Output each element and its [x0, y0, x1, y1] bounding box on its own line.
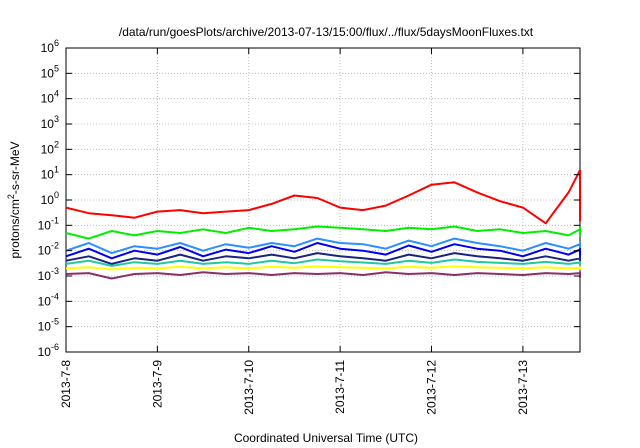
y-tick-label-base: 10 [38, 244, 52, 258]
y-tick-label-exponent: 1 [54, 165, 59, 175]
x-axis-ticks: 2013-7-8 2013-7-9 2013-7-10 2013-7-11 2013-7… [59, 48, 530, 415]
series-line-8 [65, 271, 581, 280]
x-tick-label: 2013-7-10 [242, 360, 256, 415]
series-line-2 [65, 225, 581, 240]
y-tick-label: 10-4 [38, 291, 59, 308]
x-axis-label: Coordinated Universal Time (UTC) [234, 431, 418, 445]
y-tick-label: 10-3 [38, 266, 59, 283]
y-tick-label-exponent: 5 [54, 63, 59, 73]
y-tick-label: 103 [41, 114, 59, 131]
y-tick-label-base: 10 [38, 320, 52, 334]
y-tick-label-exponent: 0 [54, 190, 59, 200]
y-axis-label-prefix: protons/cm [8, 199, 22, 258]
y-tick-label: 102 [41, 139, 59, 156]
y-tick-label: 10-5 [38, 317, 59, 334]
y-tick-label-base: 10 [38, 345, 52, 359]
y-tick-label-exponent: 4 [54, 89, 59, 99]
y-tick-label-base: 10 [41, 92, 55, 106]
y-tick-label-exponent: 6 [54, 38, 59, 48]
y-tick-label-exponent: -2 [51, 241, 59, 251]
series-line-7 [65, 265, 581, 271]
series-line-6 [65, 258, 581, 267]
y-tick-label-exponent: 2 [54, 139, 59, 149]
x-tick-label: 2013-7-13 [516, 360, 530, 415]
y-tick-label-exponent: -1 [51, 215, 59, 225]
y-tick-label-base: 10 [38, 269, 52, 283]
y-tick-label-base: 10 [38, 218, 52, 232]
y-tick-label-base: 10 [41, 193, 55, 207]
y-tick-label-base: 10 [38, 294, 52, 308]
y-tick-label-base: 10 [41, 168, 55, 182]
y-tick-label: 101 [41, 165, 59, 182]
y-axis-label-superscript: 2 [6, 194, 16, 199]
y-axis-label-suffix: -s-sr-MeV [8, 141, 22, 194]
chart-title: /data/run/goesPlots/archive/2013-07-13/1… [119, 25, 534, 39]
y-tick-label-exponent: -3 [51, 266, 59, 276]
x-tick-label: 2013-7-9 [150, 360, 164, 408]
y-tick-label-base: 10 [41, 41, 55, 55]
y-tick-label: 10-1 [38, 215, 59, 232]
x-tick-label: 2013-7-8 [59, 360, 73, 408]
y-tick-label-base: 10 [41, 117, 55, 131]
y-tick-label: 10-2 [38, 241, 59, 258]
x-tick-label: 2013-7-12 [425, 360, 439, 415]
y-tick-label-exponent: -6 [51, 342, 59, 352]
y-tick-label-base: 10 [41, 142, 55, 156]
y-tick-label-exponent: 3 [54, 114, 59, 124]
y-tick-label: 100 [41, 190, 59, 207]
y-tick-label: 10-6 [38, 342, 59, 359]
y-tick-label-base: 10 [41, 66, 55, 80]
y-tick-label-exponent: -4 [51, 291, 59, 301]
y-axis-label: protons/cm2-s-sr-MeV [6, 141, 22, 258]
y-axis-ticks: 10-610-510-410-310-210-11001011021031041… [38, 38, 580, 359]
y-tick-label: 104 [41, 89, 59, 106]
series-line-3 [65, 237, 581, 255]
series-line-5 [65, 252, 581, 265]
x-tick-label: 2013-7-11 [333, 360, 347, 414]
y-tick-label: 106 [41, 38, 59, 55]
series-line-4 [65, 242, 581, 260]
y-tick-label-exponent: -5 [51, 317, 59, 327]
y-tick-label: 105 [41, 63, 59, 80]
